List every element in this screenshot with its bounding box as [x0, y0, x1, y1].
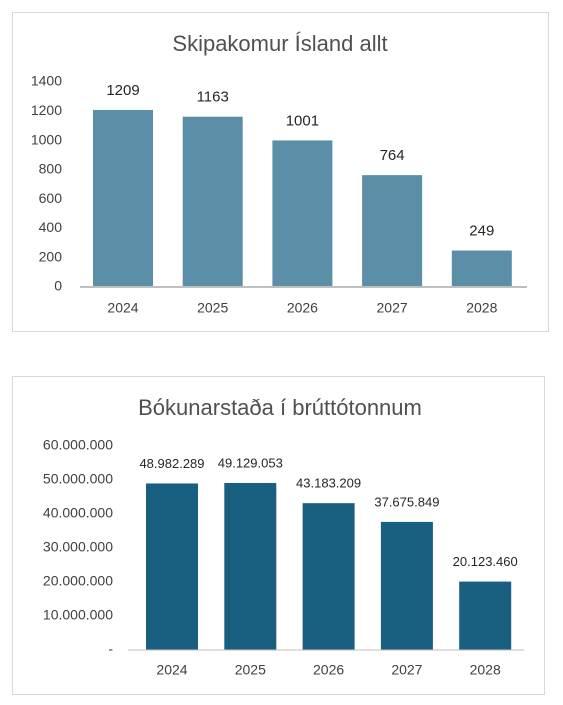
bar: [146, 483, 198, 650]
x-tick-label: 2027: [377, 300, 408, 316]
bar: [380, 521, 433, 650]
y-tick-label: 400: [39, 219, 63, 235]
y-tick-label: 1000: [31, 131, 62, 147]
bar: [302, 503, 355, 650]
x-tick-label: 2026: [313, 662, 344, 678]
value-label: 249: [469, 223, 494, 240]
x-tick-label: 2025: [235, 662, 266, 678]
y-tick-label: 600: [39, 190, 63, 206]
bar: [182, 116, 243, 287]
y-tick-label: -: [108, 641, 113, 657]
bar: [93, 109, 153, 287]
y-tick-label: 800: [39, 161, 63, 177]
bar: [451, 250, 512, 287]
y-tick-label: 30.000.000: [43, 539, 113, 555]
x-tick-label: 2028: [466, 300, 497, 316]
y-tick-label: 20.000.000: [43, 573, 113, 589]
y-tick-label: 10.000.000: [43, 607, 113, 623]
bar: [272, 140, 333, 287]
value-label: 20.123.460: [453, 554, 518, 569]
y-tick-label: 50.000.000: [43, 471, 113, 487]
bar: [459, 581, 512, 650]
bar: [362, 175, 423, 287]
x-tick-label: 2028: [470, 662, 501, 678]
x-tick-label: 2024: [107, 300, 138, 316]
y-tick-label: 1400: [31, 73, 62, 89]
x-tick-label: 2025: [197, 300, 228, 316]
value-label: 49.129.053: [218, 455, 283, 470]
y-tick-label: 200: [39, 248, 63, 264]
chart-title: Bókunarstaða í brúttótonnum: [138, 395, 422, 420]
value-label: 764: [380, 147, 405, 164]
value-label: 1001: [286, 112, 319, 129]
x-tick-label: 2026: [287, 300, 318, 316]
value-label: 1209: [106, 82, 139, 99]
value-label: 43.183.209: [296, 476, 361, 491]
value-label: 1163: [197, 89, 229, 106]
y-tick-label: 40.000.000: [43, 505, 113, 521]
x-tick-label: 2024: [156, 662, 187, 678]
x-tick-label: 2027: [391, 662, 422, 678]
y-tick-label: 1200: [31, 102, 62, 118]
chart-frame: [12, 376, 545, 695]
bar: [224, 482, 277, 650]
value-label: 37.675.849: [374, 494, 439, 509]
y-tick-label: 60.000.000: [43, 437, 113, 453]
chart-title: Skipakomur Ísland allt: [172, 31, 387, 56]
y-tick-label: 0: [54, 278, 62, 294]
value-label: 48.982.289: [139, 456, 204, 471]
